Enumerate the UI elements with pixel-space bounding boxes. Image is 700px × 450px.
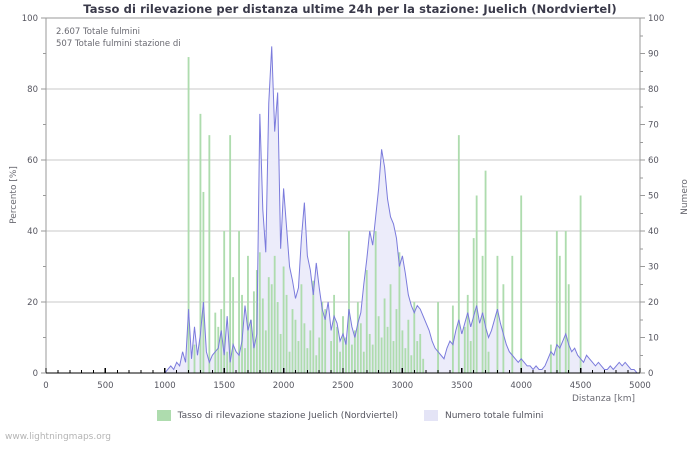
svg-text:4000: 4000 <box>510 381 532 391</box>
svg-text:0: 0 <box>648 369 653 379</box>
svg-text:100: 100 <box>22 14 38 24</box>
svg-text:2000: 2000 <box>273 381 295 391</box>
svg-text:5000: 5000 <box>629 381 651 391</box>
svg-text:80: 80 <box>648 85 659 95</box>
svg-text:60: 60 <box>27 156 38 166</box>
annotation-station-strokes: 507 Totale fulmini stazione di <box>56 38 181 49</box>
svg-text:60: 60 <box>648 156 659 166</box>
svg-text:50: 50 <box>648 192 659 202</box>
svg-text:500: 500 <box>97 381 113 391</box>
svg-text:3500: 3500 <box>451 381 473 391</box>
svg-text:20: 20 <box>648 298 659 308</box>
svg-text:90: 90 <box>648 50 659 60</box>
svg-text:1500: 1500 <box>213 381 235 391</box>
watermark: www.lightningmaps.org <box>5 432 111 442</box>
svg-text:0: 0 <box>43 381 48 391</box>
legend-label-detection-rate: Tasso di rilevazione stazione Juelich (N… <box>177 410 398 421</box>
svg-text:40: 40 <box>648 227 659 237</box>
svg-text:10: 10 <box>648 334 659 344</box>
legend-swatch-detection-rate <box>156 410 171 421</box>
svg-text:3000: 3000 <box>392 381 414 391</box>
svg-text:40: 40 <box>27 227 38 237</box>
chart-legend: Tasso di rilevazione stazione Juelich (N… <box>0 410 700 421</box>
y-axis-right-label: Numero <box>680 179 690 215</box>
svg-text:70: 70 <box>648 121 659 131</box>
svg-text:2500: 2500 <box>332 381 354 391</box>
legend-swatch-total-strokes <box>423 410 438 421</box>
page-title: Tasso di rilevazione per distanza ultime… <box>83 2 617 16</box>
annotation-total-strokes: 2.607 Totale fulmini <box>56 27 140 37</box>
svg-text:1000: 1000 <box>154 381 176 391</box>
svg-text:0: 0 <box>33 369 38 379</box>
svg-text:100: 100 <box>648 14 664 24</box>
svg-text:20: 20 <box>27 298 38 308</box>
legend-item-detection-rate[interactable]: Tasso di rilevazione stazione Juelich (N… <box>156 410 398 421</box>
svg-text:30: 30 <box>648 263 659 273</box>
x-axis-label: Distanza [km] <box>572 394 635 404</box>
chart-annotation: 2.607 Totale fulmini 507 Totale fulmini … <box>56 27 181 50</box>
y-axis-left-label: Percento [%] <box>9 166 19 224</box>
svg-text:80: 80 <box>27 85 38 95</box>
legend-label-total-strokes: Numero totale fulmini <box>444 410 544 421</box>
svg-text:4500: 4500 <box>570 381 592 391</box>
legend-item-total-strokes[interactable]: Numero totale fulmini <box>423 410 544 421</box>
